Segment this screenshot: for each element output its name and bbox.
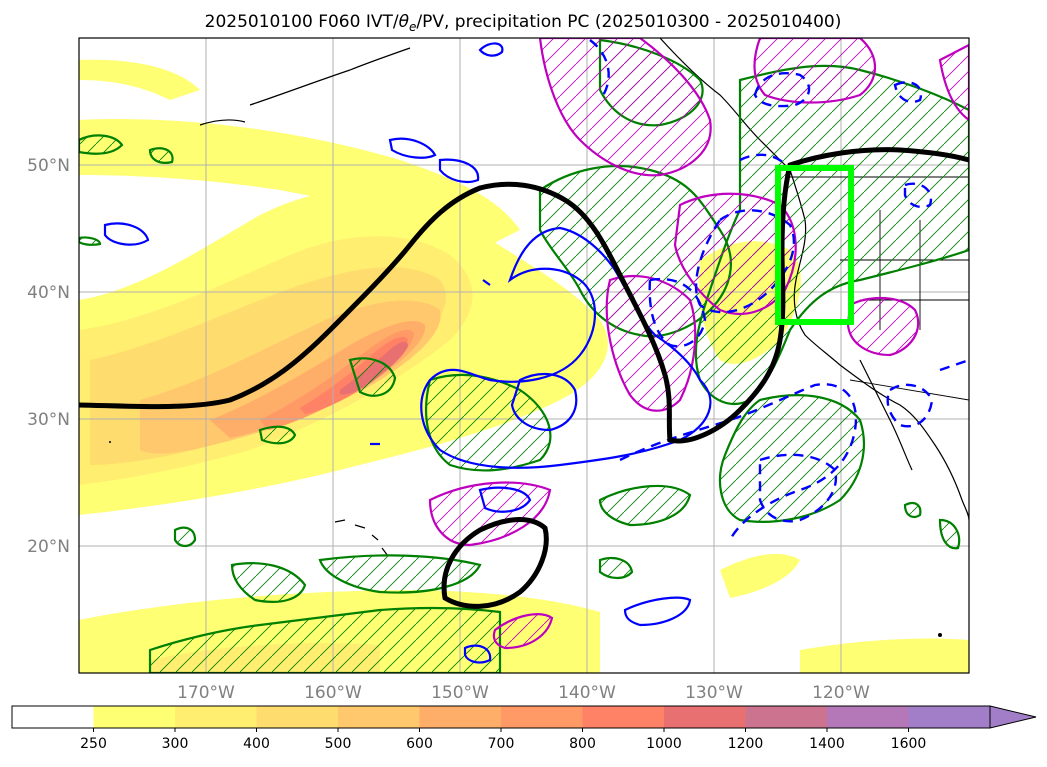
colorbar-label: 500 — [325, 736, 352, 752]
colorbar-segment — [908, 706, 991, 728]
colorbar-label: 1600 — [891, 736, 927, 752]
colorbar-label: 1000 — [646, 736, 682, 752]
colorbar-label: 400 — [243, 736, 270, 752]
lat-label-20n: 20°N — [27, 537, 70, 557]
colorbar-label: 600 — [406, 736, 433, 752]
colorbar-segment — [175, 706, 257, 728]
colorbar-segment — [664, 706, 746, 728]
lat-label-40n: 40°N — [27, 283, 70, 303]
blue-contours — [103, 42, 712, 664]
lat-label-50n: 50°N — [27, 156, 70, 176]
colorbar-segment — [827, 706, 909, 728]
colorbar-segment — [501, 706, 583, 728]
map-frame — [78, 37, 970, 674]
colorbar-segment — [419, 706, 502, 728]
colorbar-label: 1200 — [728, 736, 764, 752]
colorbar-segment — [256, 706, 339, 728]
colorbar-segment — [745, 706, 828, 728]
lon-label-170w: 170°W — [177, 683, 235, 703]
lon-label-120w: 120°W — [812, 683, 870, 703]
colorbar-segment — [582, 706, 665, 728]
colorbar-label: 800 — [569, 736, 596, 752]
colorbar-label: 300 — [162, 736, 189, 752]
lon-label-150w: 150°W — [431, 683, 489, 703]
lat-labels: 50°N 40°N 30°N 20°N — [27, 156, 70, 557]
lon-label-140w: 140°W — [558, 683, 616, 703]
colorbar: 250 300 400 500 600 700 800 1000 1200 1400 1600 — [11, 705, 1037, 752]
highlight-box — [775, 165, 854, 325]
colorbar-extend-arrow — [989, 705, 1037, 729]
colorbar-label: 1400 — [809, 736, 845, 752]
magenta-contours — [428, 38, 969, 650]
colorbar-segment — [12, 706, 94, 728]
colorbar-label: 250 — [80, 736, 107, 752]
colorbar-segment — [93, 706, 176, 728]
lat-label-30n: 30°N — [27, 410, 70, 430]
lon-label-130w: 130°W — [685, 683, 743, 703]
lon-labels: 170°W 160°W 150°W 140°W 130°W 120°W — [177, 683, 870, 703]
lon-label-160w: 160°W — [304, 683, 362, 703]
colorbar-label: 700 — [488, 736, 515, 752]
map-panel — [79, 38, 969, 673]
colorbar-segment — [338, 706, 420, 728]
chart-title: 2025010100 F060 IVT/θe/PV, precipitation… — [205, 12, 842, 34]
pv-contours — [79, 147, 969, 609]
